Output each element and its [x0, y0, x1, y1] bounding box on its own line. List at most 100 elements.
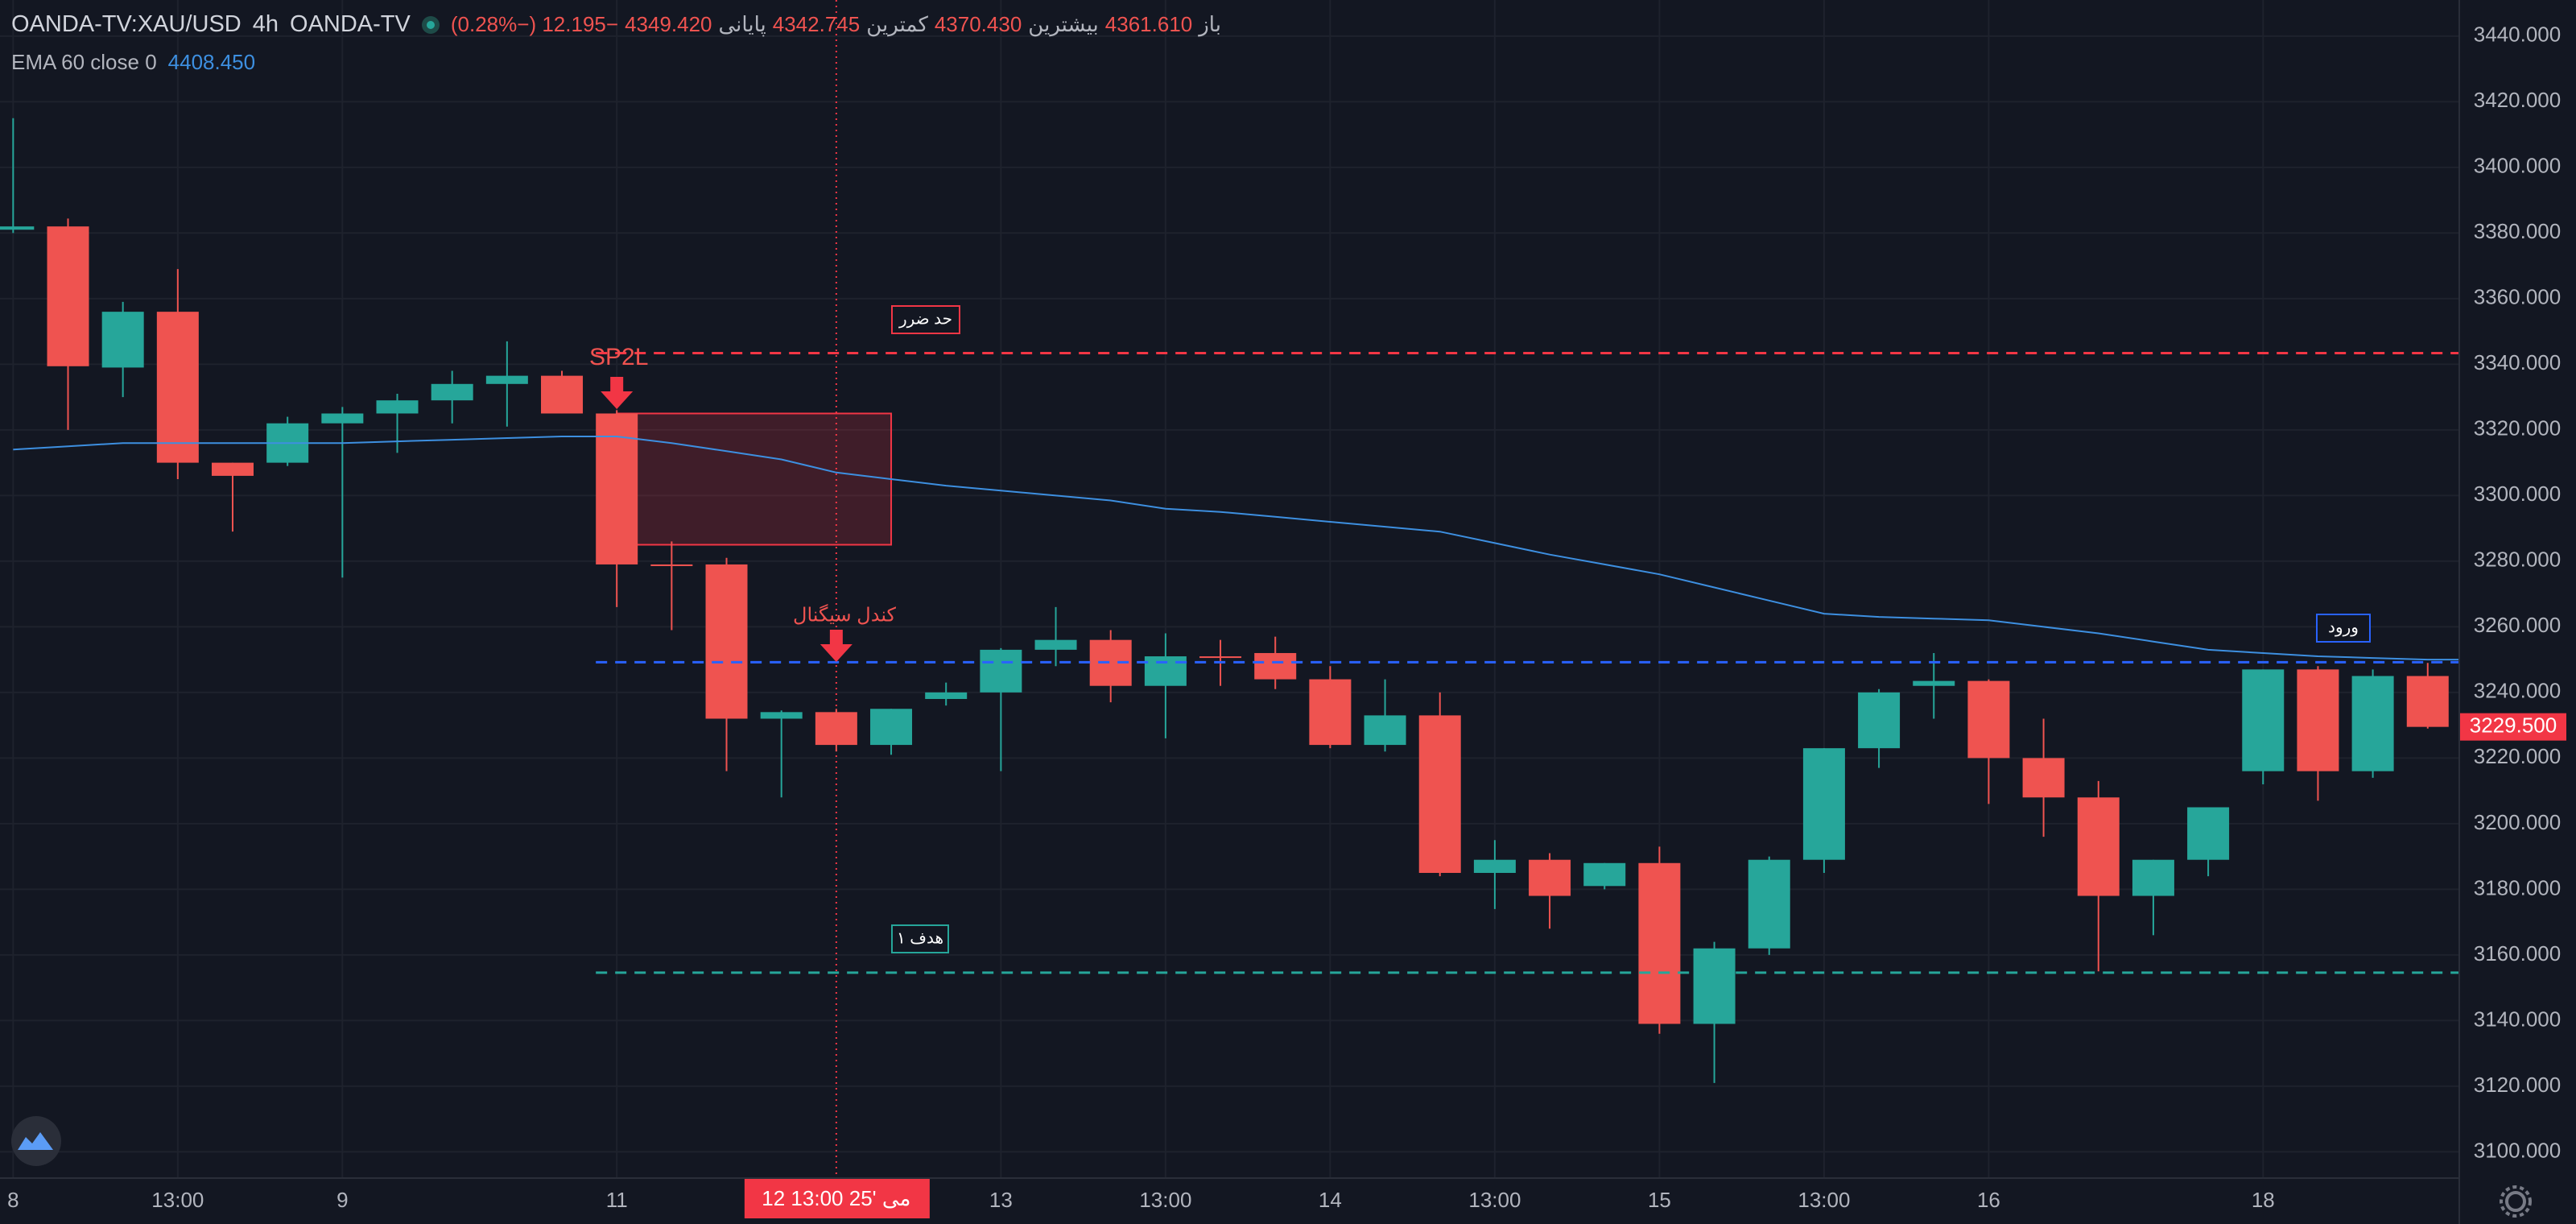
ohlc-item: 4342.745	[772, 12, 861, 36]
x-tick-label: 11	[606, 1188, 628, 1212]
x-tick-label: 18	[2252, 1188, 2275, 1212]
ohlc-item: کمترین	[866, 12, 928, 36]
signal-zone	[616, 412, 893, 546]
level-label-box	[2316, 614, 2371, 643]
y-tick-label: 3100.000	[2474, 1138, 2561, 1162]
logo	[11, 1116, 61, 1166]
candle-body	[650, 564, 693, 566]
legend-header: OANDA-TV:XAU/USD 4h OANDA-TV باز 4361.610…	[11, 11, 1221, 38]
y-tick-label: 3360.000	[2474, 285, 2561, 309]
candle-body	[47, 226, 89, 366]
y-tick-label: 3200.000	[2474, 810, 2561, 834]
candle-body	[1418, 715, 1461, 874]
indicator-value: 4408.450	[167, 50, 256, 74]
candle-body	[1309, 679, 1352, 746]
candle-body	[212, 462, 254, 476]
x-tick-label: 9	[336, 1188, 348, 1212]
candle-body	[1364, 715, 1406, 746]
level-label: ورود	[2328, 618, 2359, 636]
candle-body	[431, 383, 473, 401]
candle-body	[1144, 656, 1187, 686]
candle-body	[485, 375, 528, 384]
settings-gear[interactable]	[2500, 1185, 2532, 1218]
candle-body	[1693, 948, 1736, 1024]
candle-body	[101, 312, 144, 368]
x-tick-label: 15	[1648, 1188, 1671, 1212]
candle-body	[1529, 859, 1571, 896]
ohlc-item: بیشترین	[1028, 12, 1099, 36]
ohlc-item: 4361.610	[1104, 12, 1193, 36]
level-label-box	[891, 305, 960, 334]
x-tick-label: 14	[1319, 1188, 1342, 1212]
y-tick-label: 3320.000	[2474, 416, 2561, 440]
candle-body	[815, 712, 857, 746]
y-tick-label: 3280.000	[2474, 548, 2561, 572]
crosshair-label: 12 مى '25 13:00	[762, 1186, 910, 1210]
candle-body	[2351, 676, 2394, 771]
ohlc-item: −12.195 (−0.28%)	[450, 12, 619, 36]
candle-body	[1913, 680, 1955, 686]
last-price-label: 3229.500	[2470, 713, 2557, 738]
y-tick-label: 3220.000	[2474, 744, 2561, 768]
candle-body	[1583, 862, 1626, 887]
y-tick-label: 3300.000	[2474, 482, 2561, 506]
candle-body	[321, 413, 364, 424]
candle-body	[1199, 656, 1242, 659]
candle-body	[1858, 692, 1901, 749]
candle-body	[376, 400, 419, 414]
candle-body	[1967, 680, 2010, 759]
candle-body	[870, 709, 913, 746]
candle-body	[2297, 669, 2339, 771]
ohlc-item: باز	[1199, 12, 1221, 36]
symbol: OANDA-TV:XAU/USD	[11, 11, 242, 37]
crosshair-label-box	[744, 1178, 930, 1218]
y-tick-label: 3440.000	[2474, 23, 2561, 47]
candle-body	[925, 692, 968, 700]
candle-body	[2187, 807, 2230, 860]
y-tick-label: 3120.000	[2474, 1073, 2561, 1097]
candle-body	[705, 564, 748, 719]
candle-body	[2022, 758, 2065, 798]
candle-body	[156, 312, 199, 463]
annotation: کندل سیگنال	[793, 603, 897, 626]
candle-body	[1802, 748, 1845, 860]
y-tick-label: 3420.000	[2474, 88, 2561, 112]
arrow	[601, 377, 634, 409]
x-tick-label: 13:00	[1139, 1188, 1191, 1212]
candle-body	[2077, 797, 2120, 896]
candle-body	[2242, 669, 2285, 771]
level-label-box	[891, 924, 949, 953]
ohlc-item: 4370.430	[934, 12, 1022, 36]
candle-body	[2406, 676, 2449, 727]
y-tick-label: 3340.000	[2474, 350, 2561, 374]
x-tick-label: 13:00	[1798, 1188, 1850, 1212]
arrow	[819, 630, 852, 662]
y-tick-label: 3140.000	[2474, 1007, 2561, 1031]
y-tick-label: 3240.000	[2474, 679, 2561, 703]
indicator-name: EMA 60 close 0	[11, 50, 157, 74]
candle-body	[2132, 859, 2174, 896]
candle-body	[0, 226, 35, 230]
x-tick-label: 13:00	[151, 1188, 204, 1212]
indicator-legend: EMA 60 close 0 4408.450	[11, 50, 255, 75]
candle-body	[1748, 859, 1790, 949]
y-tick-label: 3260.000	[2474, 613, 2561, 637]
status-dot	[421, 15, 440, 34]
annotation: SP2L	[589, 344, 648, 370]
ohlc-item: پایانی	[718, 12, 766, 36]
candle-body	[1254, 652, 1297, 680]
last-price-box	[2459, 713, 2566, 741]
y-tick-label: 3380.000	[2474, 219, 2561, 243]
ohlc-values: باز 4361.610 بیشترین 4370.430 کمترین 4342.745…	[451, 12, 1221, 37]
candle-body	[1034, 639, 1077, 650]
ohlc-item: 4349.420	[625, 12, 712, 36]
source: OANDA-TV	[290, 11, 411, 37]
x-tick-label: 13	[989, 1188, 1013, 1212]
candle-body	[980, 649, 1022, 693]
candle-body	[541, 375, 584, 414]
y-tick-label: 3160.000	[2474, 941, 2561, 966]
